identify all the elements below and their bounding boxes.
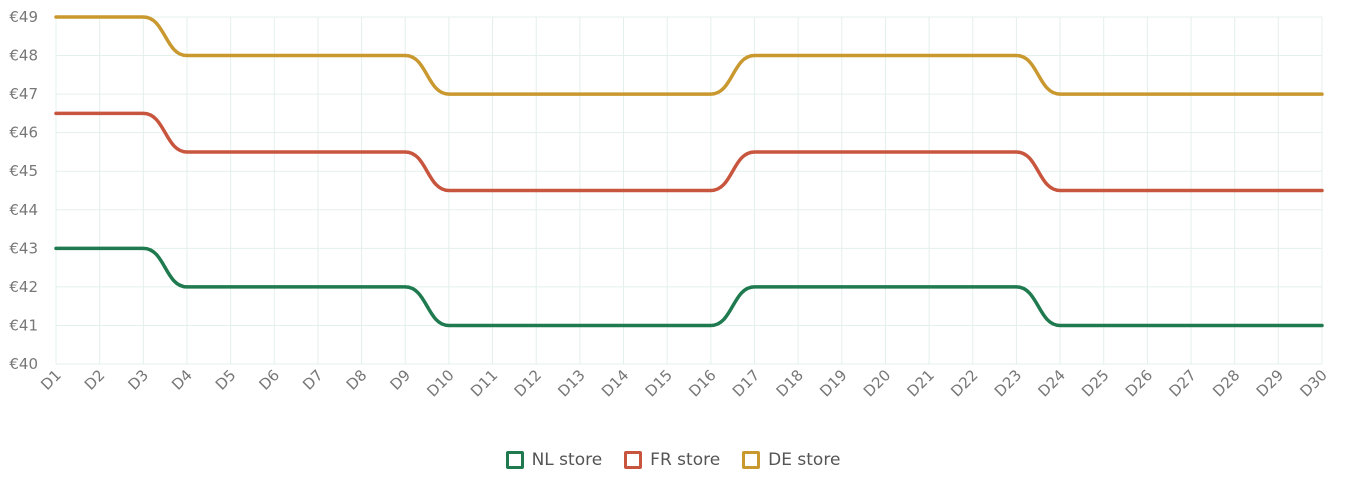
x-tick-label: D28 <box>1209 366 1243 400</box>
x-tick-label: D13 <box>554 366 588 400</box>
x-tick-label: D9 <box>386 366 414 394</box>
x-tick-label: D7 <box>299 366 327 394</box>
x-tick-label: D14 <box>598 366 632 400</box>
y-tick-label: €46 <box>9 124 38 142</box>
y-tick-label: €41 <box>9 316 38 334</box>
x-tick-label: D19 <box>816 366 850 400</box>
legend-swatch-fr <box>624 451 643 469</box>
x-tick-label: D29 <box>1253 366 1287 400</box>
series-lines <box>54 15 1324 328</box>
x-tick-label: D6 <box>255 366 283 394</box>
x-tick-label: D2 <box>81 366 109 394</box>
x-tick-label: D10 <box>423 366 457 400</box>
x-axis-ticks: D1 D2 D3 D4 D5 D6 D7 D8 D9 D10 D11 D12 D13 D14 D15 D16 D… <box>37 366 1331 400</box>
legend-item-fr[interactable]: FR store <box>624 450 720 470</box>
legend: NL store FR store DE store <box>0 450 1346 470</box>
x-tick-label: D21 <box>904 366 938 400</box>
series-line-fr-store <box>54 111 1324 193</box>
x-tick-label: D27 <box>1165 366 1199 400</box>
x-tick-label: D22 <box>947 366 981 400</box>
x-tick-label: D11 <box>467 366 501 400</box>
x-tick-label: D17 <box>729 366 763 400</box>
legend-label-fr: FR store <box>650 450 721 470</box>
x-tick-label: D1 <box>37 366 65 394</box>
y-tick-label: €43 <box>9 239 38 257</box>
line-chart: €40€41€42€43€44€45€46€47€48€49 D1 D2 D3 D4 D… <box>9 8 1331 400</box>
legend-label-de: DE store <box>768 450 841 470</box>
y-tick-label: €40 <box>9 355 38 373</box>
y-tick-label: €44 <box>9 201 38 219</box>
y-tick-label: €47 <box>9 85 38 103</box>
y-tick-label: €45 <box>9 162 38 180</box>
x-tick-label: D16 <box>685 366 719 400</box>
x-tick-label: D8 <box>343 366 371 394</box>
x-tick-label: D20 <box>860 366 894 400</box>
y-tick-label: €49 <box>9 8 38 26</box>
legend-swatch-de <box>742 451 761 469</box>
x-tick-label: D3 <box>124 366 152 394</box>
x-tick-label: D5 <box>212 366 240 394</box>
y-axis-ticks: €40 €41 €42 €43 €44 €45 €46 €47 €48 €49 <box>9 8 38 373</box>
y-tick-label: €42 <box>9 278 38 296</box>
x-tick-label: D15 <box>642 366 676 400</box>
series-line-de-store <box>54 15 1324 96</box>
x-tick-label: D4 <box>168 366 196 394</box>
x-tick-label: D12 <box>511 366 545 400</box>
series-line-nl-store <box>54 246 1324 328</box>
legend-item-nl[interactable]: NL store <box>505 450 603 470</box>
x-tick-label: D30 <box>1296 366 1330 400</box>
x-tick-label: D25 <box>1078 366 1112 400</box>
x-tick-label: D24 <box>1035 366 1069 400</box>
x-tick-label: D26 <box>1122 366 1156 400</box>
legend-item-de[interactable]: DE store <box>742 450 840 470</box>
legend-label-nl: NL store <box>531 450 603 470</box>
y-tick-label: €48 <box>9 47 38 65</box>
legend-swatch-nl <box>505 451 524 469</box>
x-tick-label: D18 <box>773 366 807 400</box>
x-tick-label: D23 <box>991 366 1025 400</box>
